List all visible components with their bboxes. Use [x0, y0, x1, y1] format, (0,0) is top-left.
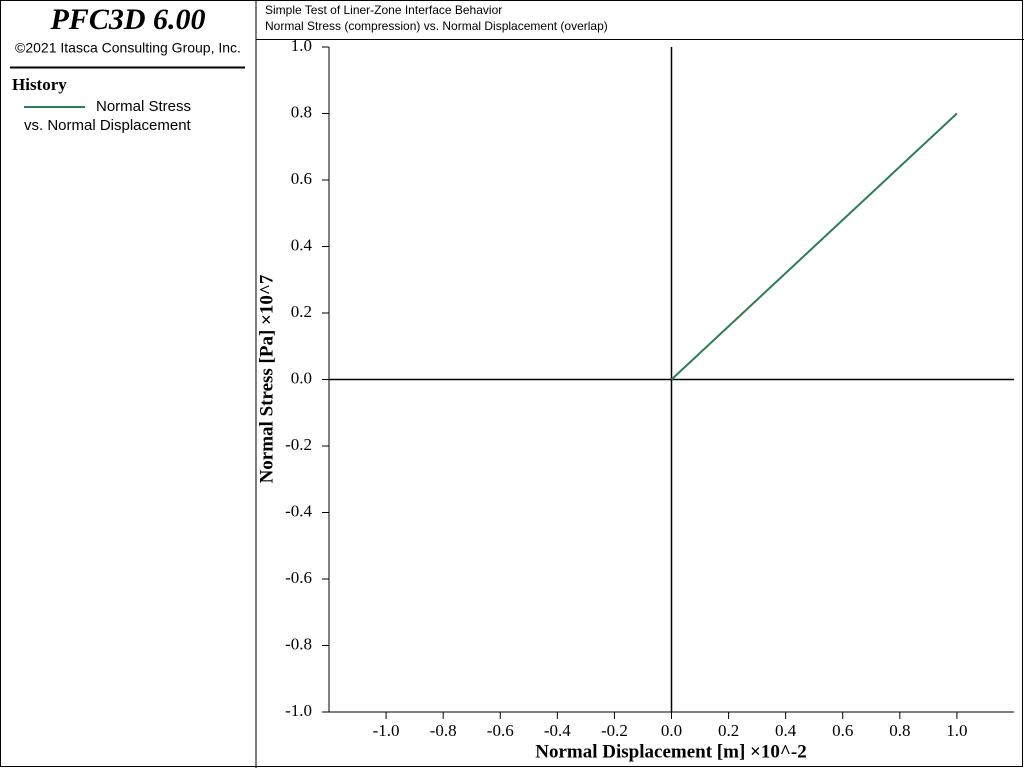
data-line	[670, 112, 958, 381]
chart-subtitle: Normal Stress (compression) vs. Normal D…	[265, 19, 608, 33]
y-tick-label: -1.0	[285, 701, 312, 720]
x-axis-label: Normal Displacement [m] ×10^-2	[535, 741, 806, 762]
x-tick-label: -0.6	[487, 721, 514, 740]
y-tick-label: 0.6	[291, 169, 312, 188]
y-tick-label: -0.2	[285, 435, 312, 454]
y-tick-label: -0.4	[285, 501, 312, 520]
y-tick-label: 0.2	[291, 302, 312, 321]
x-tick-label: 0.0	[661, 721, 682, 740]
y-tick-label: 1.0	[291, 36, 312, 55]
product-title: PFC3D 6.00	[49, 3, 205, 36]
y-axis-label: Normal Stress [Pa] ×10^7	[256, 274, 277, 483]
x-tick-label: 1.0	[946, 721, 967, 740]
x-tick-label: 0.4	[775, 721, 797, 740]
x-tick-label: -1.0	[373, 721, 400, 740]
x-tick-label: -0.8	[430, 721, 457, 740]
chart-title: Simple Test of Liner-Zone Interface Beha…	[265, 3, 502, 17]
x-tick-label: -0.2	[601, 721, 628, 740]
x-tick-label: 0.2	[718, 721, 739, 740]
y-tick-label: 0.4	[291, 235, 313, 254]
y-tick-label: 0.0	[291, 368, 312, 387]
x-tick-label: 0.8	[889, 721, 910, 740]
copyright: ©2021 Itasca Consulting Group, Inc.	[15, 40, 241, 56]
legend-label: Normal Stress vs. Normal Displacement	[24, 98, 192, 134]
y-tick-label: -0.6	[285, 568, 312, 587]
y-tick-label: -0.8	[285, 634, 312, 653]
x-tick-label: -0.4	[544, 721, 571, 740]
x-tick-label: 0.6	[832, 721, 853, 740]
panel-title: History	[12, 75, 67, 94]
y-tick-label: 0.8	[291, 102, 312, 121]
